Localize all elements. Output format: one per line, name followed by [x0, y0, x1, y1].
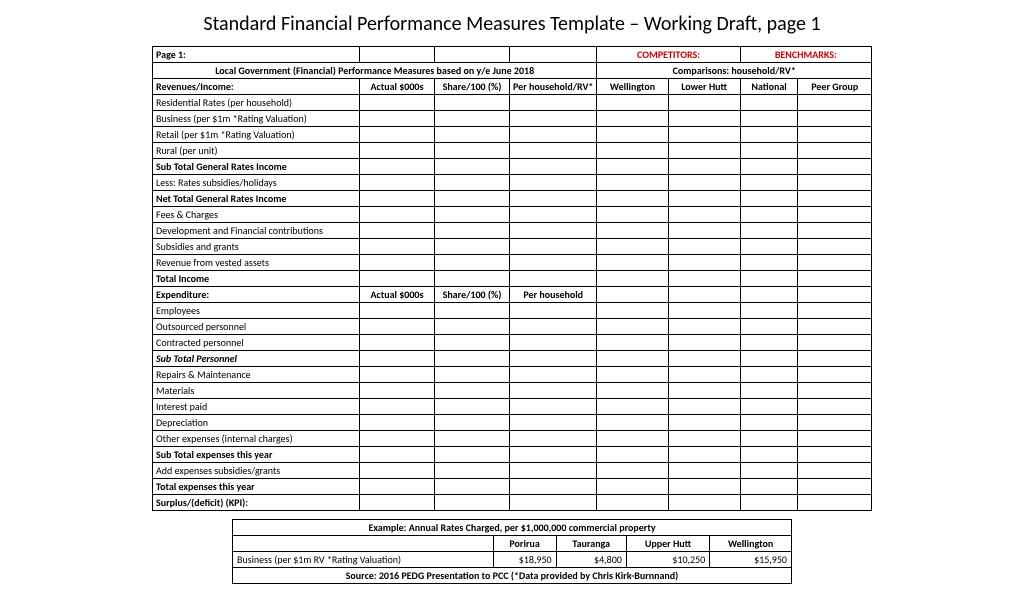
row-label: Business (per $1m *Rating Valuation)	[153, 111, 360, 127]
col-peergroup: Peer Group	[798, 79, 872, 95]
row-label: Materials	[153, 383, 360, 399]
page-title: Standard Financial Performance Measures …	[20, 12, 1004, 36]
exp-share: Share/100 (%)	[435, 287, 510, 303]
col-wellington: Wellington	[597, 79, 668, 95]
competitors-label: COMPETITORS:	[597, 47, 740, 63]
ex-col1: Porirua	[493, 536, 556, 552]
row-label: Less: Rates subsidies/holidays	[153, 175, 360, 191]
row-label: Sub Total Personnel	[153, 351, 360, 367]
row-label: Sub Total General Rates Income	[153, 159, 360, 175]
row-label: Rural (per unit)	[153, 143, 360, 159]
row-label: Add expenses subsidies/grants	[153, 463, 360, 479]
page-label: Page 1:	[153, 47, 360, 63]
example-title: Example: Annual Rates Charged, per $1,00…	[233, 520, 792, 536]
rev-header: Revenues/Income:	[153, 79, 360, 95]
exp-actual: Actual $000s	[360, 287, 435, 303]
row-label: Employees	[153, 303, 360, 319]
ex-row-label: Business (per $1m RV *Rating Valuation)	[233, 552, 494, 568]
exp-perhh: Per household	[510, 287, 597, 303]
col-actual: Actual $000s	[360, 79, 435, 95]
row-label: Depreciation	[153, 415, 360, 431]
row-label: Development and Financial contributions	[153, 223, 360, 239]
row-label: Retail (per $1m *Rating Valuation)	[153, 127, 360, 143]
example-table: Example: Annual Rates Charged, per $1,00…	[232, 519, 792, 584]
row-label: Fees & Charges	[153, 207, 360, 223]
col-perhh-rv: Per household/RV*	[510, 79, 597, 95]
col-share: Share/100 (%)	[435, 79, 510, 95]
row-label: Contracted personnel	[153, 335, 360, 351]
row-label: Outsourced personnel	[153, 319, 360, 335]
row-label: Sub Total expenses this year	[153, 447, 360, 463]
ex-v4: $15,950	[710, 552, 792, 568]
row-label: Residential Rates (per household)	[153, 95, 360, 111]
ex-col3: Upper Hutt	[626, 536, 709, 552]
ex-v1: $18,950	[493, 552, 556, 568]
financial-measures-table: Page 1: COMPETITORS: BENCHMARKS: Local G…	[152, 46, 872, 511]
ex-col2: Tauranga	[556, 536, 626, 552]
row-label: Other expenses (internal charges)	[153, 431, 360, 447]
row-label: Total expenses this year	[153, 479, 360, 495]
row-label: Revenue from vested assets	[153, 255, 360, 271]
row-label: Repairs & Maintenance	[153, 367, 360, 383]
ex-v2: $4,800	[556, 552, 626, 568]
ex-v3: $10,250	[626, 552, 709, 568]
subhead-left: Local Government (Financial) Performance…	[153, 63, 597, 79]
benchmarks-label: BENCHMARKS:	[740, 47, 871, 63]
row-label: Subsidies and grants	[153, 239, 360, 255]
row-label: Interest paid	[153, 399, 360, 415]
subhead-right: Comparisons: household/RV*	[597, 63, 872, 79]
row-label: Total Income	[153, 271, 360, 287]
col-national: National	[740, 79, 798, 95]
col-lowerhutt: Lower Hutt	[668, 79, 740, 95]
row-label: Surplus/(deficit) (KPI):	[153, 495, 360, 511]
exp-header: Expenditure:	[153, 287, 360, 303]
ex-col4: Wellington	[710, 536, 792, 552]
row-label: Net Total General Rates Income	[153, 191, 360, 207]
